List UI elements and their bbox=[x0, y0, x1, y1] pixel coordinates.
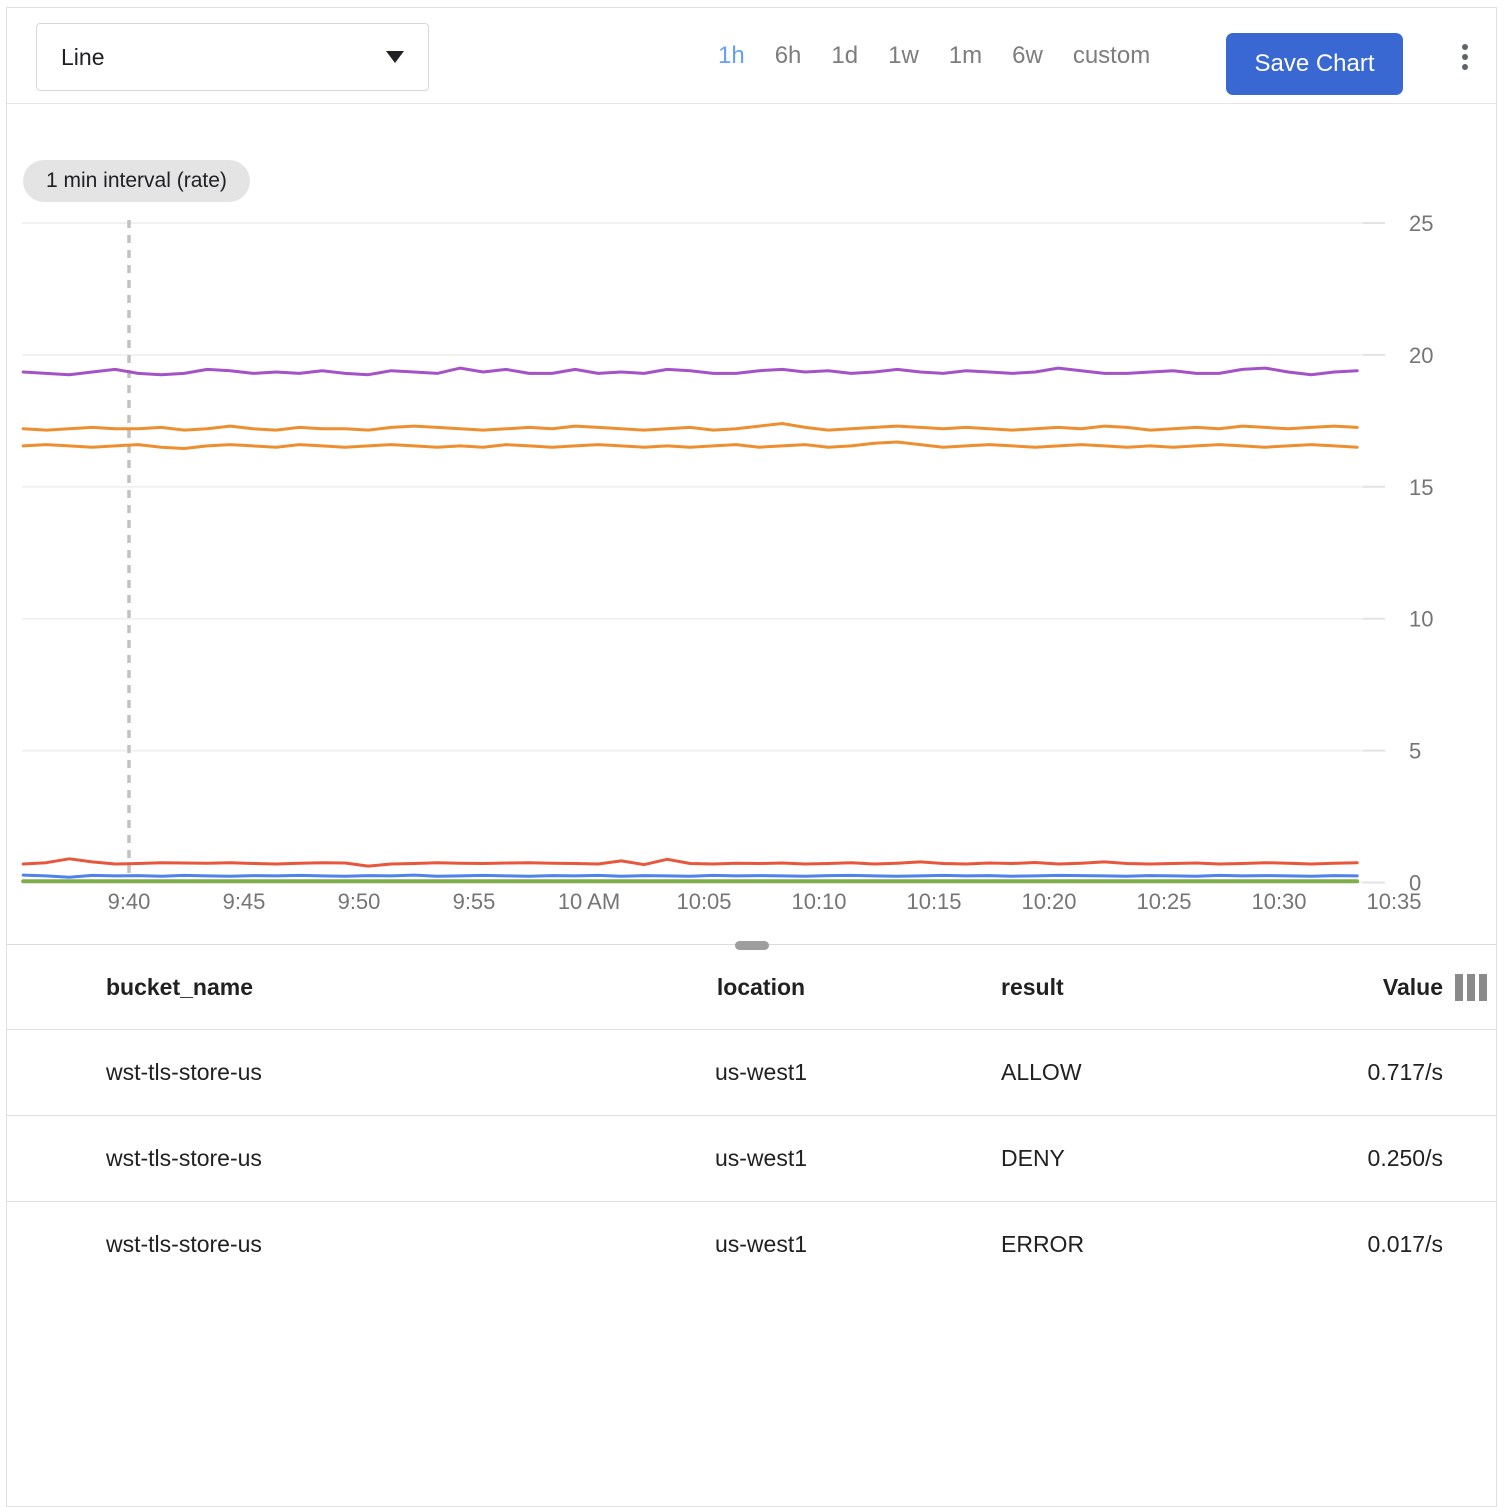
cell-location: us-west1 bbox=[714, 1145, 808, 1171]
time-range-1w[interactable]: 1w bbox=[888, 41, 919, 69]
column-settings-icon[interactable] bbox=[1455, 973, 1487, 1001]
cell-location: us-west1 bbox=[714, 1231, 808, 1257]
svg-text:15: 15 bbox=[1409, 475, 1433, 500]
chart-type-selected-value: Line bbox=[61, 43, 105, 70]
cell-value: 0.717/s bbox=[1367, 1059, 1443, 1085]
chevron-down-icon bbox=[386, 51, 404, 63]
chart-card: Line 1h 6h 1d 1w 1m 6w custom Save Chart… bbox=[6, 7, 1497, 1507]
cell-value: 0.017/s bbox=[1367, 1231, 1443, 1257]
cell-bucket-name: wst-tls-store-us bbox=[106, 1059, 262, 1085]
svg-text:10:15: 10:15 bbox=[906, 889, 961, 914]
cell-bucket-name: wst-tls-store-us bbox=[106, 1231, 262, 1257]
header-result[interactable]: result bbox=[1001, 973, 1064, 1000]
time-range-custom[interactable]: custom bbox=[1072, 41, 1151, 69]
interval-chip[interactable]: 1 min interval (rate) bbox=[23, 160, 250, 202]
header-bucket-name[interactable]: bucket_name bbox=[106, 973, 254, 1000]
legend-table: bucket_name location result Value wst-tl… bbox=[7, 941, 1496, 1287]
resize-drag-handle[interactable] bbox=[734, 941, 769, 950]
svg-text:0: 0 bbox=[1409, 871, 1421, 896]
svg-text:25: 25 bbox=[1409, 211, 1433, 236]
svg-text:9:45: 9:45 bbox=[223, 889, 266, 914]
svg-text:10:30: 10:30 bbox=[1251, 889, 1306, 914]
svg-text:10:25: 10:25 bbox=[1136, 889, 1191, 914]
more-options-kebab-icon[interactable] bbox=[1455, 34, 1475, 80]
table-header-row: bucket_name location result Value bbox=[7, 945, 1496, 1029]
time-range-group: 1h 6h 1d 1w 1m 6w custom bbox=[718, 8, 1150, 103]
cell-value: 0.250/s bbox=[1367, 1145, 1443, 1171]
chart-area: 1 min interval (rate) 0 5 10 15 20 25 9:40 9:45… bbox=[7, 104, 1496, 944]
time-range-1m[interactable]: 1m bbox=[948, 41, 983, 69]
svg-text:20: 20 bbox=[1409, 343, 1433, 368]
table-row[interactable]: wst-tls-store-us us-west1 ERROR 0.017/s bbox=[7, 1201, 1496, 1287]
chart-toolbar: Line 1h 6h 1d 1w 1m 6w custom Save Chart bbox=[7, 8, 1496, 104]
svg-text:10:35: 10:35 bbox=[1366, 889, 1421, 914]
svg-text:9:50: 9:50 bbox=[338, 889, 381, 914]
time-range-1h[interactable]: 1h bbox=[718, 41, 745, 69]
svg-text:10:20: 10:20 bbox=[1021, 889, 1076, 914]
cell-result: ALLOW bbox=[1001, 1059, 1082, 1085]
cell-location: us-west1 bbox=[714, 1059, 808, 1085]
cell-result: ERROR bbox=[1001, 1231, 1085, 1257]
header-value[interactable]: Value bbox=[1382, 973, 1443, 1000]
header-location[interactable]: location bbox=[716, 973, 806, 1000]
time-range-6w[interactable]: 6w bbox=[1012, 41, 1043, 69]
svg-text:10:10: 10:10 bbox=[791, 889, 846, 914]
cell-bucket-name: wst-tls-store-us bbox=[106, 1145, 262, 1171]
time-range-1d[interactable]: 1d bbox=[831, 41, 859, 69]
cell-result: DENY bbox=[1001, 1145, 1065, 1171]
svg-text:10:05: 10:05 bbox=[676, 889, 731, 914]
svg-text:5: 5 bbox=[1409, 739, 1421, 764]
svg-text:9:40: 9:40 bbox=[108, 889, 151, 914]
table-row[interactable]: wst-tls-store-us us-west1 DENY 0.250/s bbox=[7, 1115, 1496, 1201]
line-chart[interactable]: 0 5 10 15 20 25 9:40 9:45 9:50 9:55 10 AM 10:05 10:1… bbox=[7, 104, 1497, 944]
svg-text:10: 10 bbox=[1409, 607, 1433, 632]
chart-type-select[interactable]: Line bbox=[36, 23, 429, 91]
svg-text:9:55: 9:55 bbox=[453, 889, 496, 914]
svg-text:10 AM: 10 AM bbox=[558, 889, 620, 914]
save-chart-button[interactable]: Save Chart bbox=[1226, 33, 1403, 95]
table-row[interactable]: wst-tls-store-us us-west1 ALLOW 0.717/s bbox=[7, 1029, 1496, 1115]
time-range-6h[interactable]: 6h bbox=[774, 41, 802, 69]
